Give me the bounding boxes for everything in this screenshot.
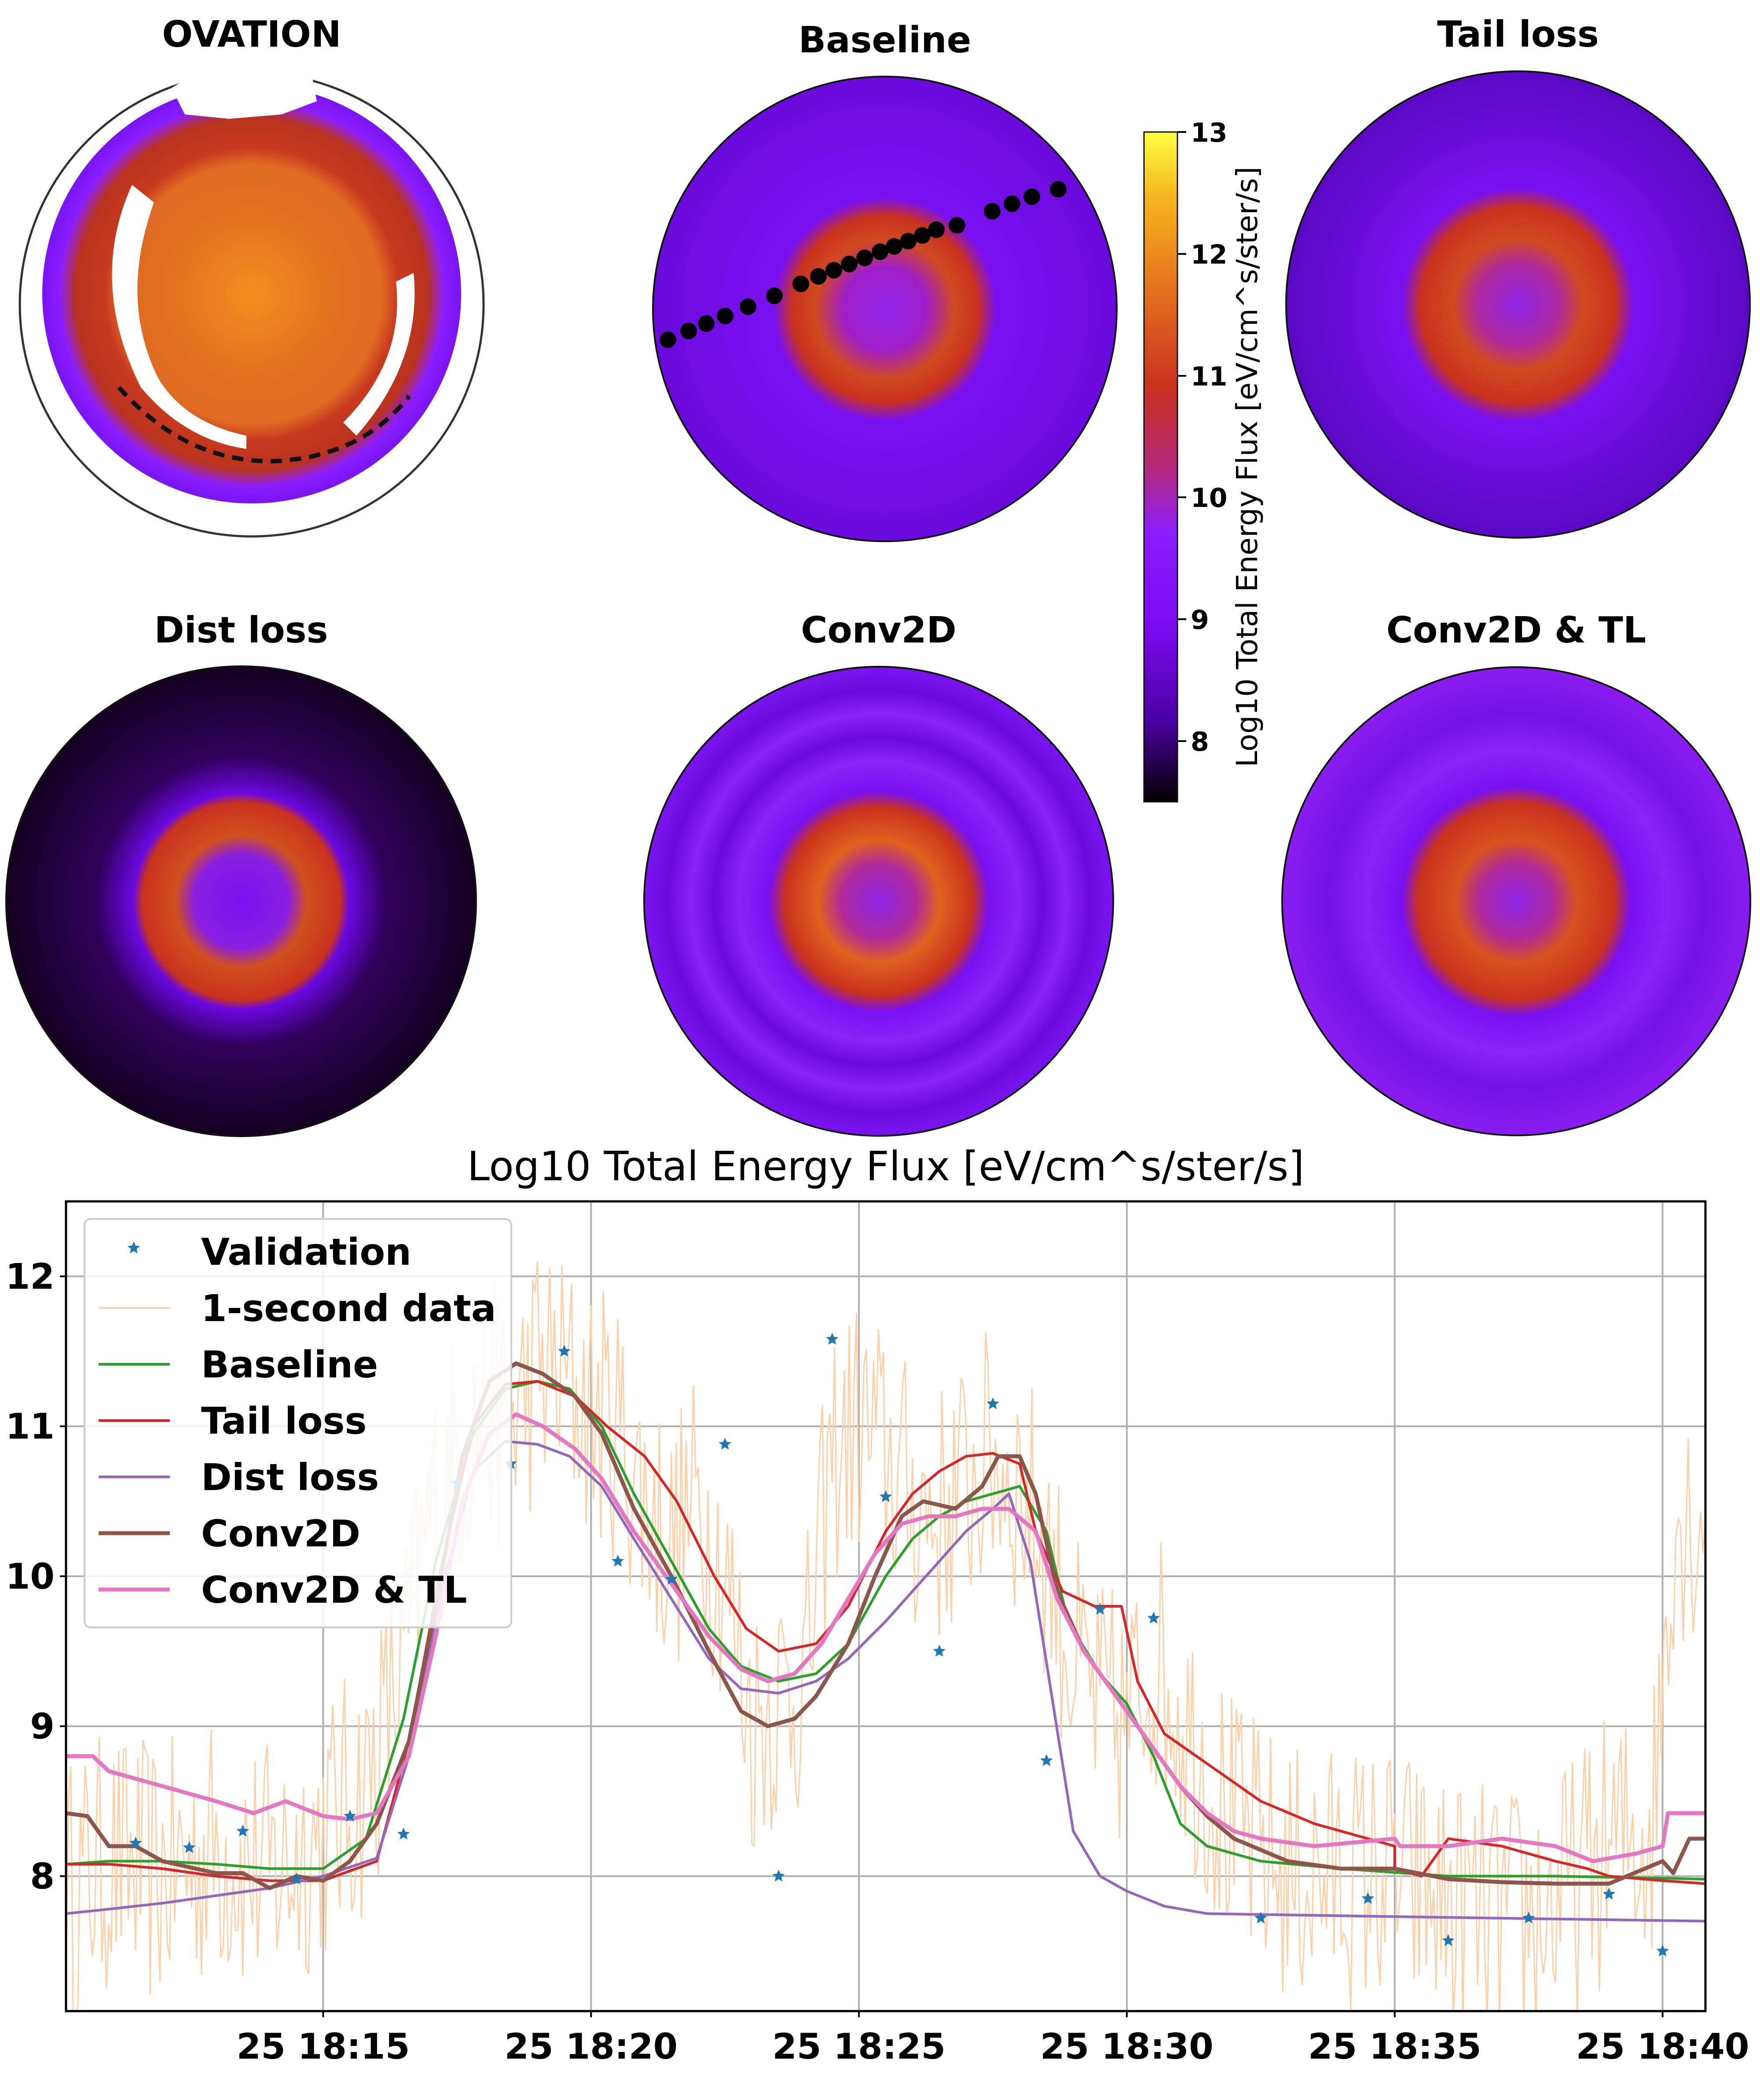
plot-frame (65, 1200, 1707, 2012)
x-tick-label: 25 18:15 (237, 2026, 410, 2067)
validation-point (236, 1825, 249, 1837)
chart-legend: Validation 1-second data Baseline Tail loss… (84, 1218, 512, 1628)
series-line-conv2d (66, 1361, 1705, 1891)
panel-tail-loss: Tail loss (1285, 14, 1751, 539)
validation-point (1147, 1612, 1160, 1624)
validation-point (1361, 1892, 1375, 1904)
legend-box (84, 1218, 512, 1628)
validation-point (344, 1810, 356, 1822)
y-axis: 8 9 10 11 12 (6, 1256, 66, 1897)
panel-conv2d-tl: Conv2D & TL (1281, 609, 1751, 1136)
baseline-flux-map (652, 76, 1118, 542)
colorbar-tick-9: 9 (1191, 605, 1209, 635)
ovation-data-gap-top (172, 55, 317, 119)
validation-point (879, 1490, 892, 1502)
colorbar-scale (1143, 131, 1178, 803)
panel-title-ovation: OVATION (162, 14, 341, 55)
dist-loss-flux-map (5, 665, 477, 1137)
legend-label-baseline: Baseline (201, 1343, 378, 1386)
y-tick-label: 11 (6, 1406, 55, 1447)
x-tick-label: 25 18:35 (1308, 2026, 1481, 2067)
x-tick-label: 25 18:25 (772, 2026, 946, 2067)
colorbar: 13 12 11 10 9 8 Log10 Total Energy Flux … (1143, 117, 1264, 803)
legend-label-validation: Validation (201, 1230, 411, 1274)
x-tick-label: 25 18:30 (1040, 2026, 1214, 2067)
validation-point (1656, 1944, 1669, 1957)
colorbar-label: Log10 Total Energy Flux [eV/cm^s/ster/s] (1230, 167, 1264, 767)
y-tick-label: 10 (6, 1556, 55, 1597)
validation-point (1442, 1934, 1455, 1946)
y-tick-label: 8 (30, 1856, 55, 1897)
validation-point (558, 1344, 571, 1357)
validation-point (1093, 1602, 1107, 1615)
legend-label-tail-loss: Tail loss (201, 1399, 367, 1443)
legend-label-conv2d-tl: Conv2D & TL (201, 1568, 467, 1612)
legend-label-1-second-data: 1-second data (201, 1287, 496, 1330)
y-tick-label: 9 (30, 1706, 55, 1747)
validation-point (1254, 1911, 1267, 1924)
colorbar-tick-11: 11 (1191, 361, 1228, 392)
panel-title-baseline: Baseline (799, 19, 971, 61)
ovation-data-gap-right (343, 273, 415, 436)
validation-point (129, 1836, 142, 1849)
validation-point (611, 1554, 624, 1567)
panel-dist-loss: Dist loss (5, 609, 477, 1137)
series-line-conv2d-tl (66, 1412, 1705, 1863)
validation-point (772, 1869, 785, 1882)
validation-point (1040, 1754, 1053, 1766)
x-tick-label: 25 18:40 (1576, 2026, 1749, 2067)
validation-point (933, 1645, 946, 1657)
panel-conv2d: Conv2D (643, 609, 1114, 1137)
validation-point (986, 1397, 999, 1410)
ovation-track (117, 385, 411, 464)
legend-label-dist-loss: Dist loss (201, 1456, 379, 1499)
validation-point (665, 1572, 678, 1585)
legend-label-conv2d: Conv2D (201, 1512, 360, 1555)
colorbar-tick-8: 8 (1191, 727, 1209, 757)
conv2d-tl-flux-map (1281, 666, 1751, 1136)
conv2d-flux-map (643, 666, 1114, 1137)
chart-title: Log10 Total Energy Flux [eV/cm^s/ster/s] (467, 1143, 1304, 1190)
validation-point (719, 1438, 731, 1450)
legend-marker-validation (127, 1241, 140, 1254)
panel-title-tail-loss: Tail loss (1437, 14, 1599, 55)
series-line-dist-loss (66, 1440, 1705, 1923)
y-tick-label: 12 (6, 1256, 55, 1297)
validation-point (1602, 1887, 1616, 1900)
ovation-flux-map (42, 84, 461, 503)
panel-baseline: Baseline (652, 19, 1118, 542)
panel-title-conv2d: Conv2D (801, 609, 956, 651)
x-tick-label: 25 18:20 (504, 2026, 678, 2067)
line-chart: Log10 Total Energy Flux [eV/cm^s/ster/s]… (6, 1143, 1749, 2067)
validation-point (290, 1872, 303, 1885)
panel-title-conv2d-tl: Conv2D & TL (1386, 609, 1646, 651)
validation-point (183, 1841, 196, 1853)
colorbar-tick-10: 10 (1191, 483, 1228, 514)
x-axis: 25 18:15 25 18:20 25 18:25 25 18:30 25 18:35… (237, 2011, 1749, 2067)
validation-point (397, 1827, 410, 1840)
tail-loss-flux-map (1285, 70, 1751, 539)
satellite-track (660, 181, 1067, 348)
ovation-data-gap-left (112, 185, 246, 449)
colorbar-ticks (1177, 131, 1186, 742)
validation-point (826, 1333, 839, 1345)
panel-title-dist-loss: Dist loss (154, 609, 328, 651)
series-line-baseline (66, 1380, 1705, 1881)
colorbar-tick-12: 12 (1191, 239, 1228, 270)
colorbar-tick-13: 13 (1191, 117, 1228, 148)
panel-ovation: OVATION (18, 14, 485, 538)
validation-point (1522, 1911, 1535, 1924)
validation-point (1710, 1930, 1723, 1942)
